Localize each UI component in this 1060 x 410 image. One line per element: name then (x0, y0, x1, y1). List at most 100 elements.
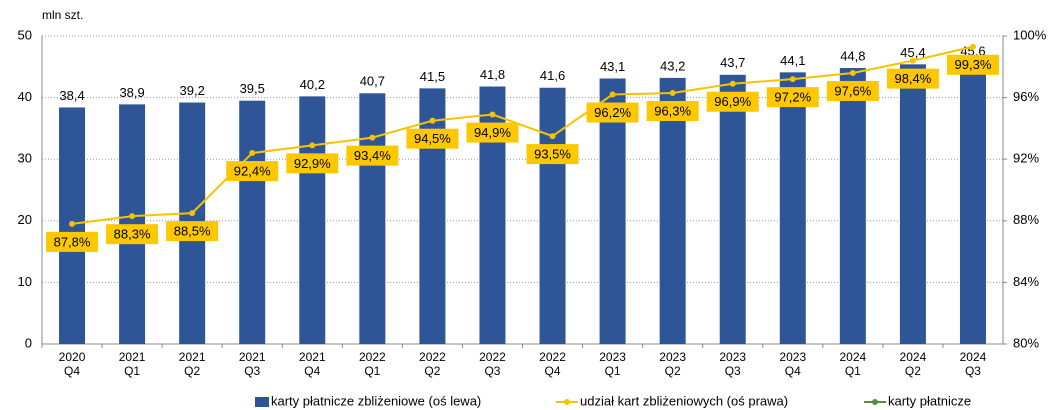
x-tick-label: 2021 Q3 (239, 350, 266, 378)
line-value-label: 96,2% (594, 105, 631, 120)
legend-label: udział kart zbliżeniowych (oś prawa) (580, 393, 788, 408)
bar (839, 68, 866, 345)
x-tick-label: 2024 Q1 (839, 350, 866, 378)
bar-value-label: 41,8 (480, 67, 505, 82)
y-tick-label: 0 (25, 335, 32, 350)
line-value-label: 98,4% (894, 71, 931, 86)
bar-value-label: 40,7 (360, 74, 385, 89)
bar (359, 93, 386, 345)
bar (779, 72, 806, 345)
line-value-label: 99,3% (955, 57, 992, 72)
bar-value-label: 43,2 (660, 58, 685, 73)
x-tick-label: 2021 Q2 (179, 350, 206, 378)
bar-value-label: 39,5 (240, 81, 265, 96)
bar (719, 74, 746, 345)
y-tick-label: 30 (18, 151, 32, 166)
value-label-box (466, 122, 519, 143)
bar-value-label: 41,6 (540, 68, 565, 83)
line-marker (309, 142, 316, 149)
line-value-label: 94,9% (474, 125, 511, 140)
x-tick-label: 2021 Q4 (299, 350, 326, 378)
y-tick-label: 40 (18, 89, 32, 104)
legend-swatch (255, 397, 269, 407)
x-tick-label: 2023 Q1 (599, 350, 626, 378)
line (71, 45, 974, 225)
y-tick-label: 10 (18, 274, 32, 289)
line-value-label: 87,8% (54, 234, 91, 249)
bar-value-label: 38,4 (59, 88, 84, 103)
bar-value-label: 45,4 (900, 45, 925, 60)
bar (599, 78, 626, 344)
line-marker (909, 57, 916, 64)
value-label-box (766, 87, 819, 108)
x-tick-label: 2022 Q3 (479, 350, 506, 378)
line-marker (969, 43, 976, 50)
line-value-label: 93,5% (534, 147, 571, 162)
line-marker (189, 210, 196, 217)
bar-value-label: 43,7 (720, 55, 745, 70)
value-label-box (946, 54, 999, 75)
line-value-label: 97,2% (774, 90, 811, 105)
bar-value-label: 41,5 (420, 69, 445, 84)
bar-value-label: 43,1 (600, 59, 625, 74)
y-axis-label: mln szt. (42, 8, 83, 22)
line-marker (249, 150, 256, 157)
line-marker (429, 117, 436, 124)
y2-tick-label: 96% (1013, 89, 1039, 104)
line-marker (129, 213, 136, 220)
value-label-box (166, 221, 219, 242)
legend-label: karty płatnicze zbliżeniowe (oś lewa) (271, 393, 481, 408)
line-marker (609, 91, 616, 98)
value-label-box (526, 144, 579, 165)
line-value-label: 94,5% (414, 131, 451, 146)
bar (539, 87, 566, 344)
value-label-box (46, 231, 99, 252)
x-tick-label: 2022 Q1 (359, 350, 386, 378)
x-tick-label: 2020 Q4 (59, 350, 86, 378)
bar (899, 64, 926, 344)
x-tick-label: 2023 Q2 (659, 350, 686, 378)
line-value-label: 93,4% (354, 148, 391, 163)
bar (299, 96, 326, 344)
line-marker (69, 220, 76, 227)
legend-marker (872, 399, 878, 405)
y2-tick-label: 80% (1013, 335, 1039, 350)
bar-value-label: 44,1 (780, 53, 805, 68)
bar (239, 100, 266, 345)
value-label-box (886, 68, 939, 89)
legend-label: karty płatnicze (888, 393, 971, 408)
value-label-box (226, 161, 279, 182)
value-label-box (346, 145, 399, 166)
line-marker (729, 80, 736, 87)
x-tick-label: 2024 Q2 (900, 350, 927, 378)
value-label-box (706, 91, 759, 112)
bar (419, 88, 446, 344)
y-tick-label: 50 (18, 27, 32, 42)
x-tick-label: 2022 Q2 (419, 350, 446, 378)
bar-value-label: 44,8 (840, 48, 865, 63)
bar-value-label: 38,9 (119, 85, 144, 100)
line-marker (489, 111, 496, 118)
y2-tick-label: 84% (1013, 274, 1039, 289)
value-label-box (106, 224, 159, 245)
bar-value-label: 40,2 (300, 77, 325, 92)
x-tick-label: 2023 Q4 (779, 350, 806, 378)
y2-tick-label: 92% (1013, 151, 1039, 166)
line-marker (369, 134, 376, 141)
line-marker (849, 69, 856, 76)
line-value-label: 96,9% (714, 94, 751, 109)
line-marker (669, 89, 676, 96)
line-value-label: 96,3% (654, 103, 691, 118)
line-value-label: 88,5% (174, 224, 211, 239)
line-marker (549, 133, 556, 140)
y2-tick-label: 100% (1013, 27, 1047, 42)
y2-tick-label: 88% (1013, 212, 1039, 227)
value-label-box (586, 102, 639, 123)
x-tick-label: 2022 Q4 (539, 350, 566, 378)
line-value-label: 92,9% (294, 156, 331, 171)
value-label-box (646, 100, 699, 121)
bar (659, 77, 686, 344)
value-label-box (826, 80, 879, 101)
x-tick-label: 2024 Q3 (960, 350, 987, 378)
